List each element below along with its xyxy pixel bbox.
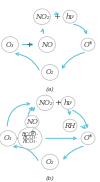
Circle shape — [61, 96, 75, 109]
Text: (b): (b) — [46, 176, 54, 181]
Text: O*: O* — [83, 134, 93, 142]
Circle shape — [81, 132, 95, 145]
Circle shape — [25, 116, 39, 128]
Text: hν: hν — [66, 13, 74, 21]
Text: NO: NO — [26, 118, 38, 126]
Text: +: + — [29, 128, 35, 136]
Circle shape — [42, 154, 58, 170]
Circle shape — [0, 131, 16, 146]
Circle shape — [2, 37, 18, 52]
Circle shape — [42, 64, 58, 80]
Text: +: + — [53, 13, 60, 21]
Text: (a): (a) — [46, 87, 54, 92]
Text: RH: RH — [64, 122, 76, 130]
Text: RCO₃·: RCO₃· — [23, 139, 37, 145]
Circle shape — [63, 119, 77, 132]
Text: RCOO·: RCOO· — [22, 132, 38, 137]
Circle shape — [34, 9, 50, 25]
Text: +: + — [26, 41, 32, 49]
Text: hν: hν — [64, 99, 72, 107]
Text: O*: O* — [83, 41, 93, 49]
Text: NO: NO — [41, 41, 53, 49]
Text: O₃: O₃ — [4, 134, 12, 142]
Text: NO₂: NO₂ — [35, 13, 49, 21]
Circle shape — [81, 38, 95, 51]
Circle shape — [36, 95, 54, 110]
Text: NO₂: NO₂ — [38, 99, 52, 107]
Circle shape — [18, 127, 42, 149]
Circle shape — [38, 37, 56, 52]
Text: O₃: O₃ — [6, 41, 14, 49]
Text: +: + — [54, 99, 61, 107]
Text: RCO₃·: RCO₃· — [23, 135, 37, 140]
Text: O₂: O₂ — [46, 158, 54, 166]
Circle shape — [63, 10, 77, 23]
Text: O₂: O₂ — [46, 68, 54, 76]
